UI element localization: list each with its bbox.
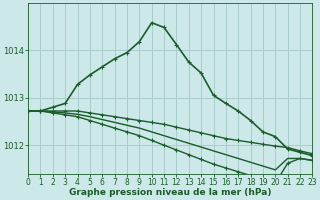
X-axis label: Graphe pression niveau de la mer (hPa): Graphe pression niveau de la mer (hPa) <box>69 188 271 197</box>
